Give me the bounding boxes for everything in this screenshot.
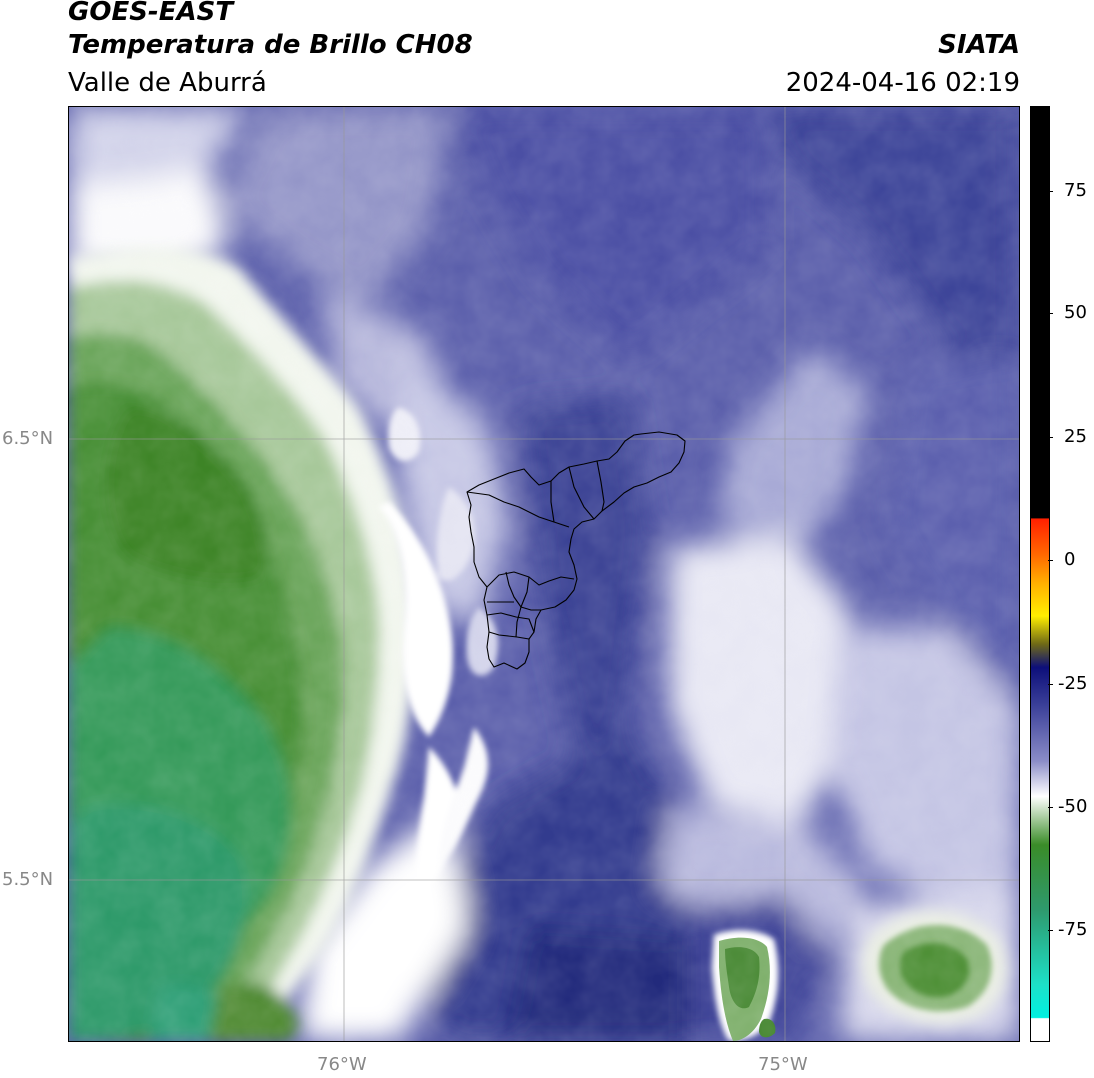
colorbar-label: 0 xyxy=(1064,549,1076,570)
colorbar-gradient xyxy=(1031,107,1049,1041)
colorbar-tick xyxy=(1048,684,1053,685)
graticule xyxy=(69,107,1019,1041)
brightness-temperature-map xyxy=(68,106,1020,1042)
colorbar-tick xyxy=(1048,560,1053,561)
colorbar-label: -25 xyxy=(1058,673,1088,694)
colorbar-label: 50 xyxy=(1064,302,1087,323)
product-title: Temperatura de Brillo CH08 xyxy=(68,30,473,60)
colorbar-label: -50 xyxy=(1058,796,1088,817)
texture-overlay xyxy=(69,107,1019,1041)
lon-tick-label: 75°W xyxy=(758,1054,808,1075)
datetime-label: 2024-04-16 02:19 xyxy=(785,68,1020,98)
municipality-boundaries xyxy=(466,431,686,670)
colorbar-tick xyxy=(1048,807,1053,808)
lat-tick-label: 5.5°N xyxy=(2,869,54,890)
lon-tick-label: 76°W xyxy=(317,1054,367,1075)
colorbar-label: -75 xyxy=(1058,919,1088,940)
region-title: Valle de Aburrá xyxy=(68,68,267,98)
colorbar-label: 25 xyxy=(1064,426,1087,447)
colorbar-tick xyxy=(1048,191,1053,192)
temperature-colorbar xyxy=(1030,106,1050,1042)
colorbar-tick xyxy=(1048,313,1053,314)
colorbar-tick xyxy=(1048,930,1053,931)
satellite-title: GOES-EAST xyxy=(68,0,234,27)
organization-label: SIATA xyxy=(938,30,1020,60)
colorbar-tick xyxy=(1048,437,1053,438)
lat-tick-label: 6.5°N xyxy=(2,428,54,449)
colorbar-label: 75 xyxy=(1064,180,1087,201)
